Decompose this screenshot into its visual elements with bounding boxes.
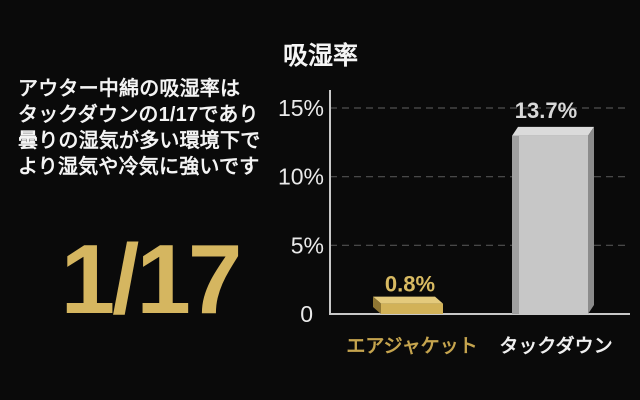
- description-line: アウター中綿の吸湿率は: [18, 78, 241, 100]
- category-label: エアジャケット: [346, 335, 477, 357]
- gridlines-group: [330, 107, 630, 246]
- chart-labels-group: 0 5% 10% 15% 0.8% エアジャケット 13.7% タックダウン: [278, 95, 613, 357]
- category-label: タックダウン: [499, 334, 612, 357]
- bars-group: [373, 126, 594, 315]
- bar-side-face: [588, 126, 594, 315]
- bar-value-label: 13.7%: [515, 98, 577, 123]
- y-axis-tick-label: 10%: [278, 164, 324, 190]
- y-axis-tick-label: 15%: [278, 95, 324, 121]
- chart-title: 吸湿率: [283, 41, 358, 70]
- description-block: アウター中綿の吸湿率は タックダウンの1/17であり 曇りの湿気が多い環境下で …: [18, 76, 286, 180]
- bar-front-face: [512, 135, 588, 314]
- bar-top-face: [373, 296, 443, 304]
- bar-air-jacket: [373, 296, 443, 314]
- bar-front-face: [381, 303, 443, 314]
- y-axis-tick-label: 5%: [291, 232, 324, 258]
- bar-top-face: [512, 126, 594, 136]
- y-axis-tick-label: 0: [300, 301, 313, 327]
- description-line: 曇りの湿気が多い環境下で: [18, 130, 261, 152]
- ratio-highlight: 1/17: [60, 224, 243, 334]
- bar-value-label: 0.8%: [385, 272, 435, 297]
- bar-front-shade: [512, 135, 519, 314]
- description-line: タックダウンの1/17であり: [18, 104, 259, 126]
- bar-side-face: [373, 296, 381, 314]
- bar-tuck-down: [512, 126, 594, 315]
- description-line: より湿気や冷気に強いです: [18, 156, 260, 178]
